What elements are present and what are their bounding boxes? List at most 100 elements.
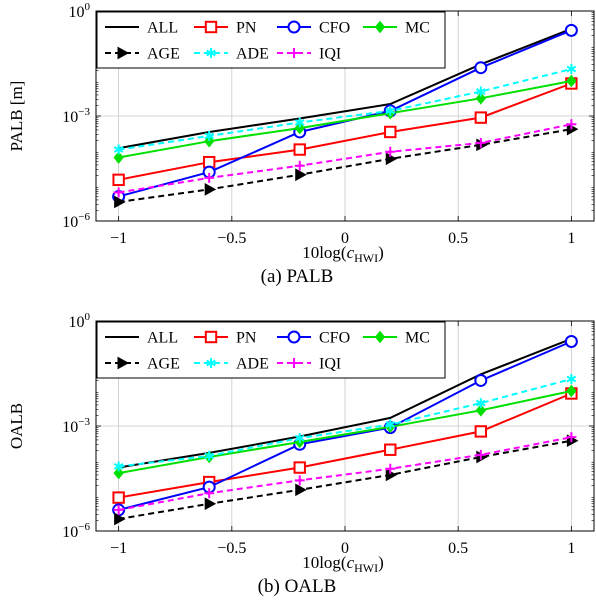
legend-label-pn: PN [236, 20, 257, 37]
data-point-pn [112, 173, 125, 187]
data-point-cfo [564, 334, 578, 348]
figure-caption: (a) PALB [261, 266, 334, 287]
x-tick-label: 0.5 [448, 230, 468, 247]
data-point-ade [566, 374, 577, 385]
data-point-ade [294, 433, 305, 444]
legend-label-all: ALL [147, 330, 178, 347]
data-point-ade [204, 130, 215, 141]
data-point-pn [384, 443, 397, 456]
data-point-ade [475, 398, 486, 409]
y-tick-label: 100 [69, 1, 91, 21]
legend-label-age: AGE [147, 356, 180, 373]
data-point-pn [293, 143, 306, 156]
legend-marker-iqi [289, 48, 299, 58]
y-tick-label: 10−3 [62, 416, 90, 436]
legend-label-cfo: CFO [319, 330, 350, 347]
data-point-iqi [566, 432, 577, 443]
series-line-mc [118, 80, 572, 159]
data-point-iqi [294, 475, 305, 486]
data-point-iqi [475, 449, 486, 460]
legend: ALL PN CFO MC AGE ADE IQI [96, 321, 446, 379]
data-point-iqi [113, 187, 124, 198]
series-line-all [118, 27, 572, 150]
data-point-ade [475, 86, 486, 97]
legend-box [96, 11, 446, 69]
y-axis-label: PALB [m] [7, 81, 26, 152]
legend-marker-mc [374, 20, 386, 34]
data-point-pn [293, 461, 306, 474]
data-point-ade [385, 419, 396, 430]
x-axis-label: 10log(cHWI) [302, 553, 384, 575]
series-line-pn [118, 82, 572, 181]
data-point-iqi [204, 488, 215, 499]
legend-marker-cfo [287, 20, 301, 34]
x-tick-label: 0 [341, 540, 349, 557]
x-tick-label: 0 [341, 230, 349, 247]
series-line-ade [118, 68, 572, 151]
data-point-pn [384, 125, 397, 139]
data-point-age [114, 512, 126, 526]
data-point-iqi [294, 160, 305, 171]
data-point-ade [294, 117, 305, 128]
data-point-mc [294, 121, 305, 135]
x-tick-label: 1 [567, 230, 575, 247]
legend-marker-age [117, 356, 130, 370]
legend-marker-cfo [287, 330, 301, 344]
data-point-ade [204, 450, 215, 461]
x-tick-label: −0.5 [217, 230, 246, 247]
data-point-pn [112, 491, 125, 504]
plot-area [112, 334, 579, 526]
legend-marker-ade [206, 358, 216, 368]
legend-marker-pn [204, 330, 218, 344]
data-point-mc [204, 134, 215, 148]
series-line-pn [118, 392, 572, 499]
series-line-iqi [118, 436, 572, 511]
legend-marker-pn [204, 20, 218, 34]
data-point-pn [474, 425, 488, 438]
data-point-iqi [475, 137, 486, 148]
y-tick-label: 100 [69, 311, 91, 331]
data-point-iqi [204, 172, 215, 183]
legend-label-ade: ADE [236, 46, 269, 63]
legend: ALL PN CFO MC AGE ADE IQI [96, 11, 446, 69]
legend-label-pn: PN [236, 330, 257, 347]
x-tick-label: −1 [110, 230, 127, 247]
y-axis-label: OALB [7, 403, 26, 449]
data-point-mc [113, 466, 124, 480]
x-tick-label: 1 [567, 540, 575, 557]
data-point-pn [474, 111, 488, 124]
axis-frame [95, 10, 595, 222]
y-tick-label: 10−6 [62, 521, 90, 541]
chart-oalb: −1 −0.5 0 0.5 1 10−6 10−3 100 OALB 10log(cHWI) ALL… [7, 311, 595, 597]
data-point-mc [566, 384, 577, 398]
data-point-iqi [385, 463, 396, 474]
legend-marker-age [117, 46, 130, 60]
data-point-cfo [564, 23, 578, 37]
figure-caption: (b) OALB [258, 576, 337, 597]
legend-label-mc: MC [405, 330, 430, 347]
x-tick-label: 0.5 [448, 540, 468, 557]
data-point-age [204, 497, 217, 511]
data-point-cfo [474, 373, 488, 387]
data-point-mc [566, 74, 577, 88]
y-tick-label: 10−6 [62, 211, 90, 231]
data-point-age [295, 168, 307, 182]
data-point-mc [113, 151, 124, 164]
legend-marker-ade [206, 48, 216, 58]
data-point-age [114, 195, 126, 209]
plot-area [112, 23, 579, 209]
x-tick-label: −0.5 [217, 540, 246, 557]
y-tick-label: 10−3 [62, 106, 90, 126]
series-line-all [118, 337, 572, 469]
legend-label-age: AGE [147, 46, 180, 63]
legend-box [96, 321, 446, 379]
legend-label-cfo: CFO [319, 20, 350, 37]
data-point-mc [475, 404, 486, 417]
series-line-iqi [118, 123, 572, 194]
axis-frame [95, 320, 595, 532]
data-point-ade [566, 64, 577, 75]
data-point-ade [113, 461, 124, 472]
data-point-age [204, 183, 217, 196]
x-axis-label: 10log(cHWI) [302, 243, 384, 265]
